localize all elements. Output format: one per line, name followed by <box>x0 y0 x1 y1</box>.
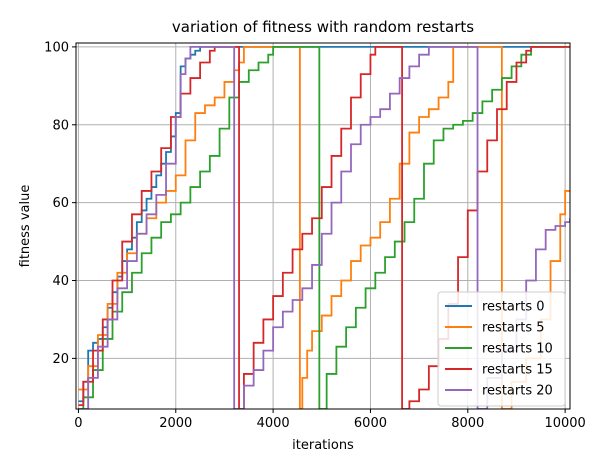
x-tick-label: 4000 <box>257 416 290 431</box>
ticks: 0 2000 4000 6000 8000 10000 20 40 60 80 100 <box>44 40 586 431</box>
series-layer <box>78 45 570 409</box>
y-tick-label: 100 <box>44 40 69 55</box>
series-line-3 <box>78 45 570 409</box>
y-tick-label: 20 <box>52 352 69 367</box>
y-tick-label: 60 <box>52 196 69 211</box>
x-tick-label: 8000 <box>451 416 484 431</box>
legend-label: restarts 0 <box>482 300 545 315</box>
x-axis-label: iterations <box>292 438 354 453</box>
x-tick-label: 0 <box>74 416 82 431</box>
chart-title: variation of fitness with random restart… <box>172 18 474 36</box>
legend-label: restarts 15 <box>482 363 553 378</box>
x-tick-label: 10000 <box>544 416 585 431</box>
series-line-0 <box>78 45 566 403</box>
y-tick-label: 80 <box>52 118 69 133</box>
plot-frame <box>75 42 571 410</box>
legend: restarts 0 restarts 5 restarts 10 restarts … <box>437 291 566 407</box>
legend-label: restarts 5 <box>482 321 545 336</box>
series-line-2 <box>78 45 570 409</box>
legend-label: restarts 20 <box>482 384 553 399</box>
y-tick-label: 40 <box>52 274 69 289</box>
x-tick-label: 2000 <box>159 416 192 431</box>
y-axis-label: fitness value <box>18 185 33 268</box>
x-tick-label: 6000 <box>354 416 387 431</box>
legend-label: restarts 10 <box>482 342 553 357</box>
legend-box <box>437 291 566 407</box>
